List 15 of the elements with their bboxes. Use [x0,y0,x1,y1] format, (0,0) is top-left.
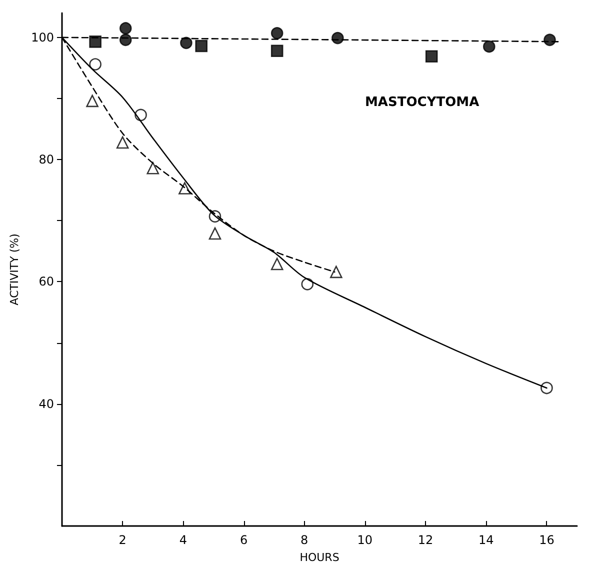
y-axis-title: ACTIVITY (%) [8,234,21,306]
x-tick-label: 2 [118,533,126,547]
annotation: MASTOCYTOMA [365,95,480,110]
y-tick-label: 100 [31,30,54,44]
x-tick-label: 12 [418,533,434,547]
y-tick-label: 40 [38,396,54,411]
x-tick-label: 10 [357,533,373,547]
y-tick-label: 80 [38,152,54,167]
y-tick-label: 60 [38,274,54,289]
x-tick-label: 16 [539,533,554,547]
x-axis-title: HOURS [300,551,340,564]
x-tick-label: 6 [240,533,248,547]
x-tick-label: 8 [300,533,308,547]
x-tick-label: 14 [478,533,494,547]
x-tick-label: 4 [179,533,187,547]
